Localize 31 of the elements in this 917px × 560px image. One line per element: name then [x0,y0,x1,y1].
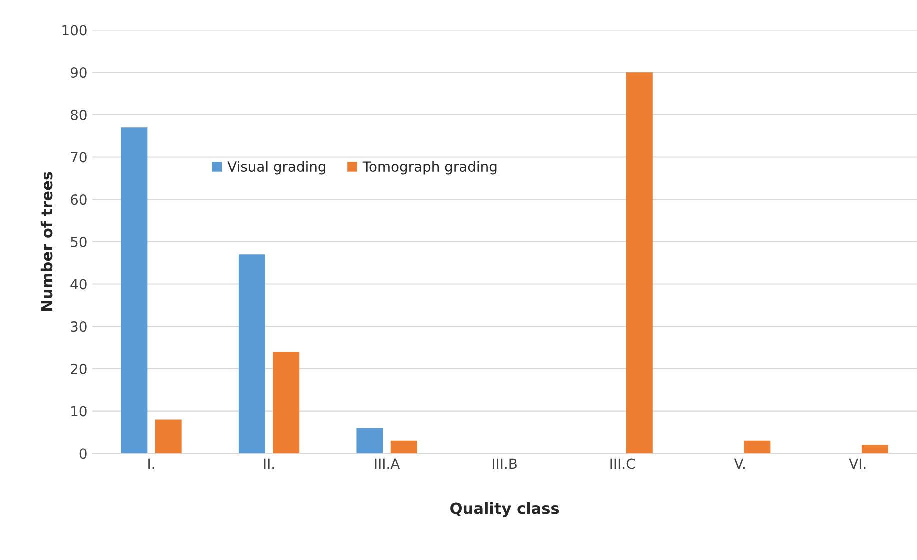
y-tick-label: 30 [71,322,87,332]
y-tick-label: 50 [71,236,87,248]
y-tick-label: 70 [71,152,87,163]
bar [626,72,653,454]
x-tick-label: I. [148,458,154,470]
bar [390,440,418,454]
bar [356,428,384,454]
bar [155,420,182,454]
y-tick-label: 10 [72,406,87,417]
x-tick-label: V. [734,458,745,470]
bar [273,352,300,454]
y-tick-label: 60 [71,194,87,206]
x-tick-label: III.C [610,458,636,470]
legend-label: Tomograph grading [362,161,497,175]
y-tick-label: 20 [71,364,87,374]
bar [744,440,771,454]
legend-label: Visual grading [228,161,326,175]
y-axis-title: Number of trees [40,172,53,311]
x-tick-label: II. [264,458,274,470]
x-tick-label: VI. [849,458,866,470]
bar [121,128,148,454]
y-tick-label: 80 [71,110,87,120]
bar [862,445,888,454]
x-tick-label: III.A [375,458,400,470]
y-tick-label: 90 [70,68,87,78]
y-tick-label: 40 [70,279,87,290]
y-tick-label: 100 [62,25,87,36]
x-axis-title: Quality class [450,502,560,518]
bar [238,254,266,454]
x-tick-label: III.B [493,458,517,470]
y-tick-label: 0 [80,448,87,460]
